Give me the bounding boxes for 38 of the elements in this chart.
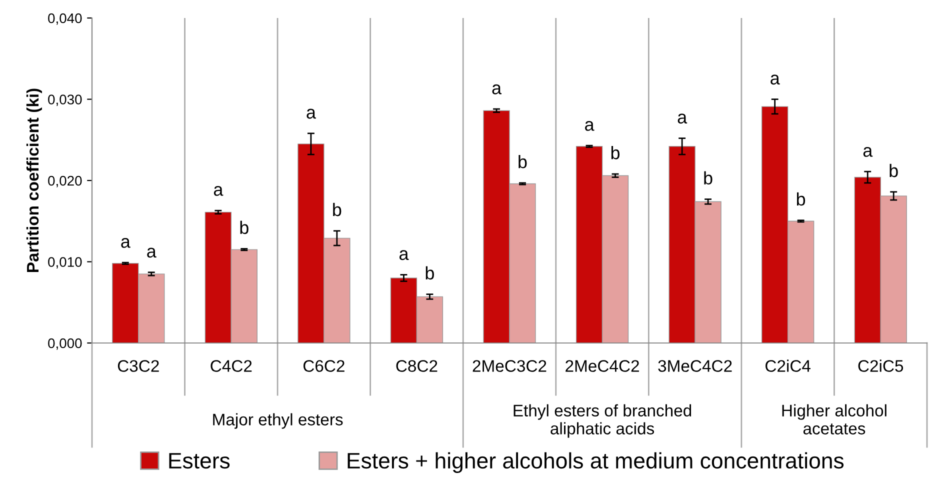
text: Higher alcohol acetates	[782, 404, 886, 434]
data-label: b	[611, 146, 620, 160]
data-label: a	[147, 248, 156, 258]
y-tick-label: 0,010	[48, 257, 82, 269]
data-label: b	[890, 164, 898, 178]
legend-label: Esters	[169, 453, 230, 469]
y-tick-label: 0,030	[48, 94, 82, 106]
data-label: b	[704, 171, 712, 185]
data-label: b	[518, 154, 527, 168]
data-label: a	[121, 238, 130, 248]
x-tick-label: 2MeC4C2	[566, 360, 639, 372]
data-label: b	[426, 266, 434, 280]
x-tick-label: C8C2	[396, 360, 438, 372]
x-tick-label: C6C2	[303, 360, 344, 372]
data-label: a	[863, 146, 873, 157]
x-tick-label: 3MeC4C2	[658, 360, 732, 372]
legend-label: Esters + higher alcohols at medium concentrations	[348, 452, 844, 473]
y-tick-label: 0,040	[48, 13, 82, 25]
data-label: a	[770, 74, 780, 85]
x-tick-label: C3C2	[118, 360, 159, 372]
data-label: b	[333, 202, 342, 216]
data-label: a	[214, 186, 224, 196]
y-tick-label: 0,020	[48, 176, 82, 188]
x-tick-label: 2MeC3C2	[472, 360, 546, 372]
data-label: a	[585, 120, 594, 131]
y-axis-title: Partition coefficient (ki)	[26, 88, 42, 272]
data-label: a	[678, 114, 688, 124]
data-label: a	[306, 108, 316, 119]
data-label: a	[399, 250, 409, 260]
data-label: a	[492, 84, 502, 94]
data-label: b	[796, 192, 806, 206]
x-tick-label: C2iC4	[766, 360, 811, 372]
x-tick-label: C2iC5	[858, 360, 904, 372]
y-tick-label: 0,000	[48, 338, 82, 350]
text: Ethyl esters of branched aliphatic acids	[514, 404, 692, 438]
text: Major ethyl esters	[213, 413, 343, 429]
data-label: b	[240, 220, 248, 234]
x-tick-label: C4C2	[210, 360, 252, 372]
